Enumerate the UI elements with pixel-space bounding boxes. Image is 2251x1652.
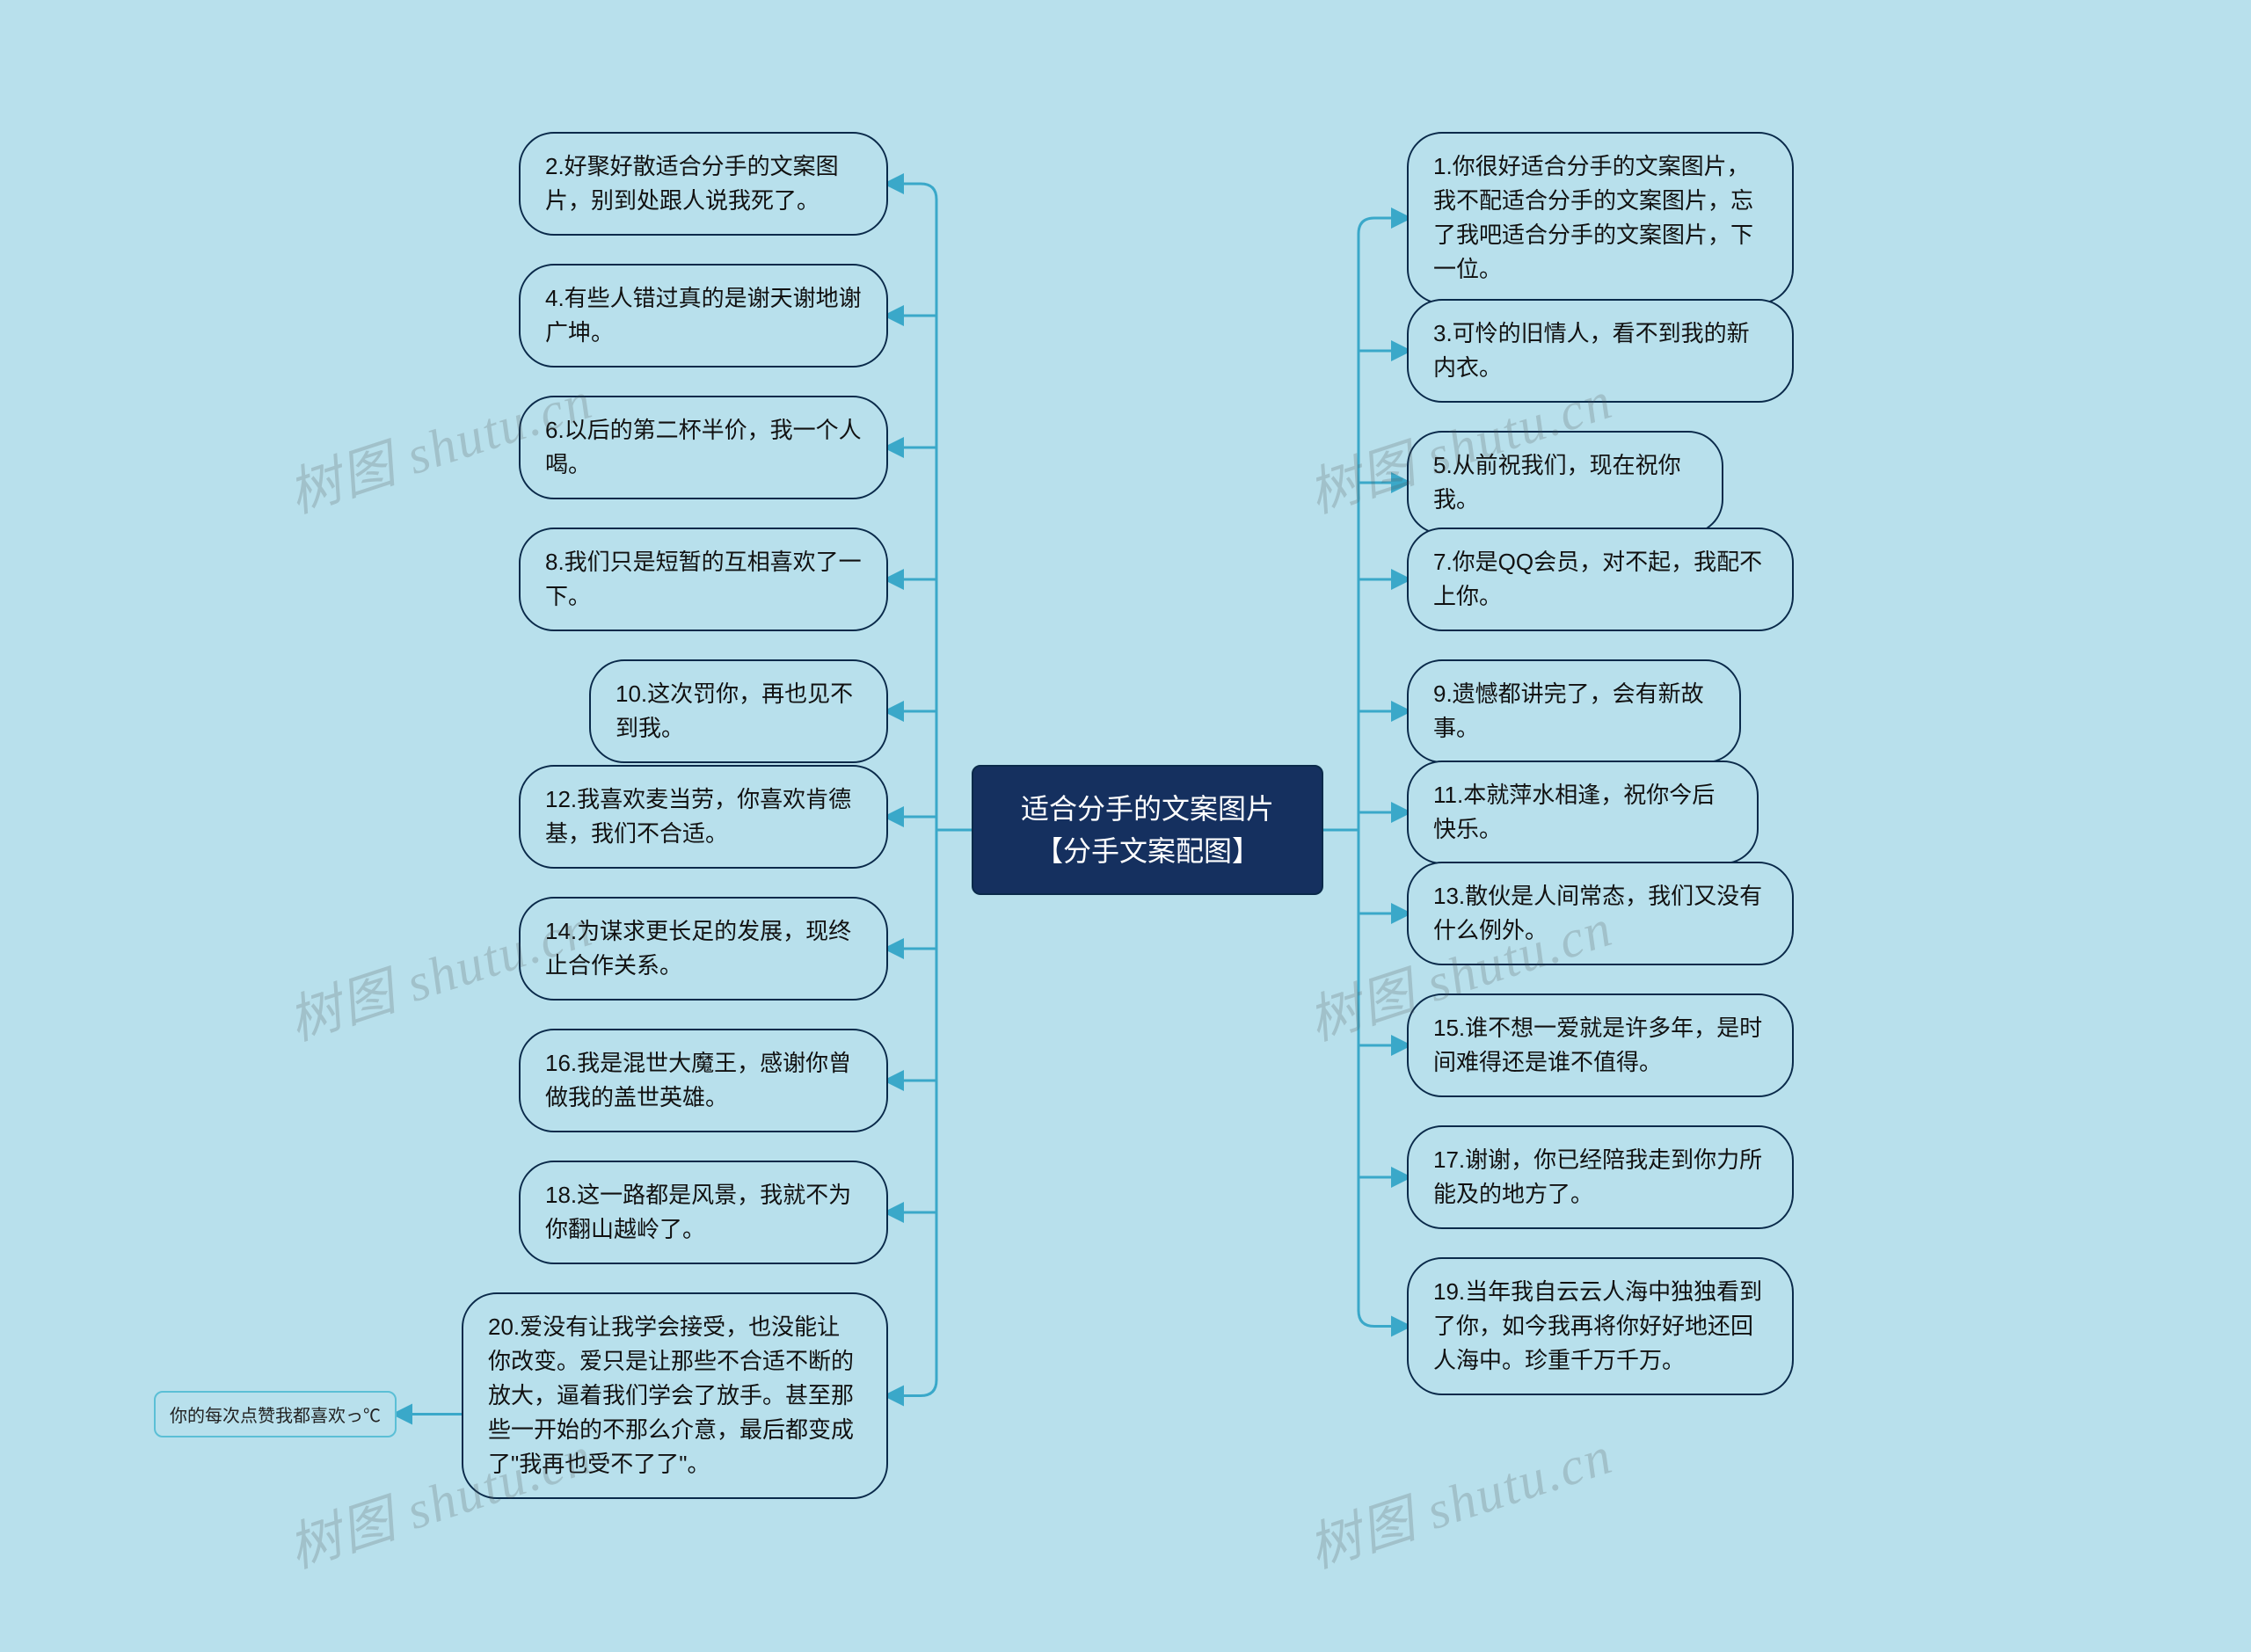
mindmap-node-l12: 12.我喜欢麦当劳，你喜欢肯德基，我们不合适。 (519, 765, 888, 869)
center-node: 适合分手的文案图片【分手文案配图】 (972, 765, 1323, 895)
node-text: 6.以后的第二杯半价，我一个人喝。 (545, 417, 862, 477)
center-node-text: 适合分手的文案图片【分手文案配图】 (1021, 793, 1274, 867)
node-text: 5.从前祝我们，现在祝你我。 (1433, 452, 1681, 513)
node-text: 7.你是QQ会员，对不起，我配不上你。 (1433, 549, 1762, 609)
node-text: 15.谁不想一爱就是许多年，是时间难得还是谁不值得。 (1433, 1015, 1762, 1075)
mindmap-node-r3: 3.可怜的旧情人，看不到我的新内衣。 (1407, 299, 1794, 403)
node-text: 9.遗憾都讲完了，会有新故事。 (1433, 680, 1704, 741)
node-text: 2.好聚好散适合分手的文案图片，别到处跟人说我死了。 (545, 153, 839, 214)
node-text: 10.这次罚你，再也见不到我。 (616, 680, 853, 741)
mindmap-node-l2: 2.好聚好散适合分手的文案图片，别到处跟人说我死了。 (519, 132, 888, 236)
sub-node: 你的每次点赞我都喜欢っ℃ (154, 1391, 397, 1437)
mindmap-node-r15: 15.谁不想一爱就是许多年，是时间难得还是谁不值得。 (1407, 993, 1794, 1097)
mindmap-node-l16: 16.我是混世大魔王，感谢你曾做我的盖世英雄。 (519, 1029, 888, 1132)
node-text: 17.谢谢，你已经陪我走到你力所能及的地方了。 (1433, 1146, 1762, 1207)
mindmap-node-r7: 7.你是QQ会员，对不起，我配不上你。 (1407, 528, 1794, 631)
mindmap-node-r11: 11.本就萍水相逢，祝你今后快乐。 (1407, 761, 1759, 864)
mindmap-node-r9: 9.遗憾都讲完了，会有新故事。 (1407, 659, 1741, 763)
mindmap-node-l10: 10.这次罚你，再也见不到我。 (589, 659, 888, 763)
node-text: 1.你很好适合分手的文案图片，我不配适合分手的文案图片，忘了我吧适合分手的文案图… (1433, 153, 1753, 282)
mindmap-node-r5: 5.从前祝我们，现在祝你我。 (1407, 431, 1723, 535)
node-text: 20.爱没有让我学会接受，也没能让你改变。爱只是让那些不合适不断的放大，逼着我们… (488, 1314, 854, 1477)
node-text: 4.有些人错过真的是谢天谢地谢广坤。 (545, 285, 862, 346)
node-text: 8.我们只是短暂的互相喜欢了一下。 (545, 549, 862, 609)
node-text: 3.可怜的旧情人，看不到我的新内衣。 (1433, 320, 1750, 381)
mindmap-node-r13: 13.散伙是人间常态，我们又没有什么例外。 (1407, 862, 1794, 965)
mindmap-node-r1: 1.你很好适合分手的文案图片，我不配适合分手的文案图片，忘了我吧适合分手的文案图… (1407, 132, 1794, 304)
watermark: 树图 shutu.cn (1297, 1413, 1621, 1583)
mindmap-node-r17: 17.谢谢，你已经陪我走到你力所能及的地方了。 (1407, 1125, 1794, 1229)
node-text: 19.当年我自云云人海中独独看到了你，如今我再将你好好地还回人海中。珍重千万千万… (1433, 1278, 1762, 1373)
mindmap-node-l14: 14.为谋求更长足的发展，现终止合作关系。 (519, 897, 888, 1001)
node-text: 14.为谋求更长足的发展，现终止合作关系。 (545, 918, 851, 979)
mindmap-node-l20: 20.爱没有让我学会接受，也没能让你改变。爱只是让那些不合适不断的放大，逼着我们… (462, 1292, 888, 1499)
node-text: 16.我是混世大魔王，感谢你曾做我的盖世英雄。 (545, 1050, 851, 1110)
mindmap-node-l8: 8.我们只是短暂的互相喜欢了一下。 (519, 528, 888, 631)
mindmap-node-l4: 4.有些人错过真的是谢天谢地谢广坤。 (519, 264, 888, 368)
mindmap-node-l18: 18.这一路都是风景，我就不为你翻山越岭了。 (519, 1161, 888, 1264)
node-text: 18.这一路都是风景，我就不为你翻山越岭了。 (545, 1182, 851, 1242)
node-text: 12.我喜欢麦当劳，你喜欢肯德基，我们不合适。 (545, 786, 851, 847)
mindmap-node-l6: 6.以后的第二杯半价，我一个人喝。 (519, 396, 888, 499)
node-text: 11.本就萍水相逢，祝你今后快乐。 (1433, 782, 1715, 842)
node-text: 13.散伙是人间常态，我们又没有什么例外。 (1433, 883, 1762, 943)
mindmap-node-r19: 19.当年我自云云人海中独独看到了你，如今我再将你好好地还回人海中。珍重千万千万… (1407, 1257, 1794, 1395)
